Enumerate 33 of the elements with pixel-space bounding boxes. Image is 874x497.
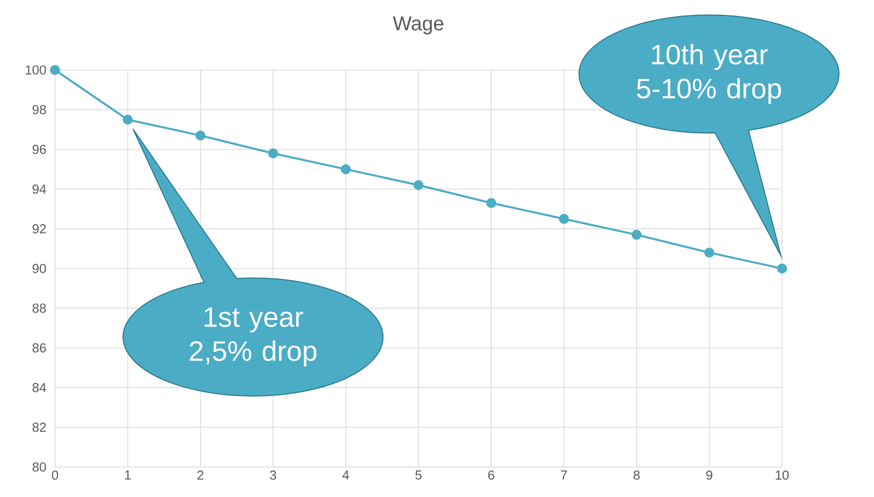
y-tick-label: 98 <box>32 105 46 114</box>
y-tick-label: 82 <box>32 422 46 432</box>
annotation: 1st year 2,5% drop <box>190 307 316 367</box>
x-tick-label: 1 <box>125 470 131 480</box>
x-tick-label: 3 <box>270 470 276 480</box>
x-tick-label: 8 <box>634 470 640 480</box>
x-tick-label: 2 <box>197 470 204 480</box>
x-tick-label: 5 <box>415 470 422 480</box>
y-tick-label: 84 <box>32 382 46 392</box>
y-tick-label: 100 <box>26 65 46 75</box>
x-tick-label: 10 <box>776 470 789 480</box>
x-tick-label: 4 <box>342 470 350 480</box>
x-tick-label: 7 <box>560 470 567 480</box>
point <box>486 198 496 208</box>
x-tick-label: 6 <box>488 470 494 480</box>
point <box>122 114 133 125</box>
y-tick-label: 92 <box>32 224 46 234</box>
x-tick-label: 9 <box>706 470 712 480</box>
chart-title: Wage <box>392 16 444 34</box>
point <box>340 164 351 174</box>
y-tick-label: 80 <box>32 462 46 472</box>
y-tick-label: 86 <box>32 343 46 352</box>
y-tick-label: 90 <box>32 264 46 274</box>
point <box>777 263 788 274</box>
x-tick-label: 0 <box>52 470 58 480</box>
point <box>414 180 424 190</box>
point <box>50 64 60 75</box>
y-tick-label: 88 <box>32 304 46 313</box>
point <box>558 214 569 224</box>
point <box>195 130 206 140</box>
y-tick-label: 96 <box>32 144 46 154</box>
y-tick-label: 94 <box>32 184 46 194</box>
point <box>268 148 278 158</box>
